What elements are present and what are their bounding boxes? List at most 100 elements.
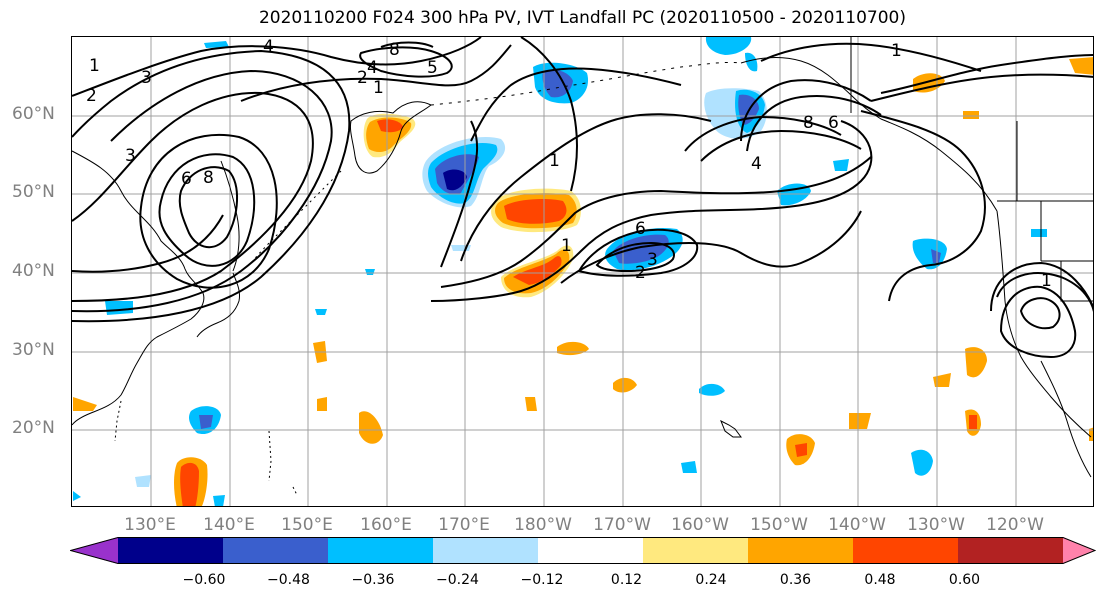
shade-blob: [180, 462, 199, 506]
shade-blob: [199, 415, 213, 429]
contour-label: 1: [561, 236, 572, 256]
contour-label: 2: [635, 263, 646, 283]
shade-blob: [73, 491, 81, 501]
shade-blob: [504, 198, 567, 224]
contour-line: [430, 120, 873, 302]
colorbar-segment: [748, 537, 854, 564]
contour-label: 8: [203, 168, 214, 188]
shade-blob: [365, 269, 375, 275]
map-panel: 4 1 3 2 1 2 4 8 5 6 8 3 1 6 3 2 1 4 8 6 …: [71, 36, 1094, 507]
coast-bc-us: [996, 210, 1092, 438]
colorbar-segment: [433, 537, 539, 564]
contour-label: 4: [367, 58, 378, 78]
colorbar-segment: [853, 537, 959, 564]
contour-line: [440, 156, 872, 288]
coast-kamchatka: [350, 101, 432, 174]
contour-label: 3: [141, 68, 152, 88]
shade-blob: [613, 377, 637, 393]
shade-blob: [451, 245, 471, 251]
shade-blob: [705, 37, 752, 55]
shade-blob: [315, 309, 327, 315]
shade-blob: [933, 373, 951, 387]
colorbar-tick-label: 0.60: [948, 572, 981, 588]
coast-baja: [1040, 360, 1092, 478]
contour-line: [460, 113, 712, 262]
shade-blob: [911, 449, 933, 476]
contour-line: [746, 94, 882, 152]
shade-blob: [833, 159, 849, 171]
shade-blob: [681, 461, 697, 473]
shade-blob: [965, 347, 987, 378]
shade-blob: [795, 443, 807, 457]
contour-label: 1: [549, 151, 560, 171]
contour-labels: 4 1 3 2 1 2 4 8 5 6 8 3 1 6 3 2 1 4 8 6 …: [86, 37, 1052, 291]
lat-label-20n: 20°N: [12, 418, 55, 438]
contour-line: [72, 91, 314, 302]
contour-line: [760, 42, 982, 72]
shade-blob: [73, 397, 97, 411]
lon-label-140e: 140°E: [203, 515, 255, 535]
colorbar-segment: [538, 537, 644, 564]
shade-blob: [443, 169, 467, 191]
colorbar-segments: [70, 537, 1096, 564]
contour-label: 8: [803, 113, 814, 133]
contour-line: [380, 41, 434, 48]
shade-blob: [745, 52, 758, 72]
colorbar-tick-label: −0.48: [267, 572, 310, 588]
contour-line: [577, 228, 699, 277]
colorbar-extend-low: [70, 537, 118, 564]
shade-blob: [525, 397, 537, 411]
shade-blob: [105, 301, 133, 315]
contour-line: [595, 241, 675, 273]
coast-aleutians: [430, 62, 742, 106]
lon-label-170e: 170°E: [438, 515, 490, 535]
colorbar-segment: [328, 537, 434, 564]
lon-label-170w: 170°W: [593, 515, 651, 535]
lon-label-150e: 150°E: [281, 515, 333, 535]
colorbar-tick-label: 0.48: [864, 572, 896, 588]
contour-line: [999, 285, 1077, 359]
contour-line: [996, 272, 1093, 313]
lat-label-30n: 30°N: [12, 340, 55, 360]
contour-line: [560, 210, 862, 284]
lon-label-160w: 160°W: [671, 515, 729, 535]
map-canvas: 4 1 3 2 1 2 4 8 5 6 8 3 1 6 3 2 1 4 8 6 …: [72, 37, 1093, 506]
colorbar-tick-label: 0.12: [610, 572, 643, 588]
shade-blob: [1089, 427, 1093, 441]
colorbar-segment: [223, 537, 329, 564]
lon-label-130w: 130°W: [907, 515, 965, 535]
colorbar-segment: [643, 537, 749, 564]
coast-japan: [196, 272, 240, 338]
contour-line: [72, 49, 351, 323]
contour-line: [880, 54, 1093, 94]
contour-label: 1: [891, 41, 902, 61]
shade-blob: [613, 234, 669, 264]
contour-label: 1: [373, 78, 384, 98]
contour-line: [990, 261, 1093, 312]
shade-blob: [699, 383, 725, 396]
shade-blob: [969, 415, 977, 429]
contour-label: 4: [263, 37, 274, 57]
contour-line: [240, 44, 512, 102]
pc-shading-layer: [73, 37, 1093, 506]
contour-line: [359, 46, 453, 78]
contour-label: 6: [828, 113, 839, 133]
shade-blob: [213, 495, 225, 506]
shade-blob: [542, 69, 573, 98]
coast-kurils: [250, 170, 342, 264]
lon-label-180w: 180°W: [514, 515, 572, 535]
colorbar-tick-label: −0.12: [520, 572, 564, 588]
contour-line: [860, 110, 986, 302]
graticule: [72, 37, 1093, 506]
contour-label: 6: [635, 219, 646, 239]
lon-label-120w: 120°W: [986, 515, 1044, 535]
shade-blob: [557, 341, 589, 356]
shade-blob: [963, 111, 979, 119]
pv-contours: [72, 37, 1093, 359]
contour-line: [72, 214, 224, 273]
contour-line: [1019, 297, 1061, 330]
shade-blob: [513, 256, 562, 285]
map-title: 2020110200 F024 300 hPa PV, IVT Landfall…: [258, 8, 906, 28]
lon-label-130e: 130°E: [124, 515, 176, 535]
contour-label: 5: [427, 58, 438, 78]
